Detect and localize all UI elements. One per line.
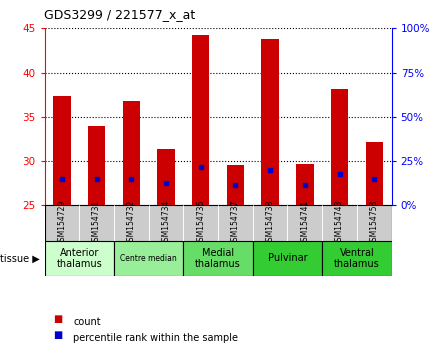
Text: Ventral
thalamus: Ventral thalamus	[334, 247, 380, 269]
Bar	[123, 101, 140, 205]
Bar	[114, 205, 149, 241]
Text: GDS3299 / 221577_x_at: GDS3299 / 221577_x_at	[44, 8, 196, 21]
Text: Medial
thalamus: Medial thalamus	[195, 247, 241, 269]
Text: count: count	[73, 317, 101, 327]
Bar	[322, 241, 392, 276]
Text: GSM154741: GSM154741	[300, 200, 309, 246]
Text: GSM154731: GSM154731	[92, 200, 101, 246]
Bar	[253, 241, 322, 276]
Bar	[262, 39, 279, 205]
Text: percentile rank within the sample: percentile rank within the sample	[73, 333, 239, 343]
Bar	[192, 35, 210, 205]
Bar	[158, 149, 175, 205]
Bar	[287, 205, 322, 241]
Bar	[183, 205, 218, 241]
Bar	[296, 164, 314, 205]
Bar	[366, 142, 383, 205]
Bar	[114, 241, 183, 276]
Text: Anterior
thalamus: Anterior thalamus	[57, 247, 102, 269]
Text: GSM154729: GSM154729	[57, 200, 66, 246]
Bar	[331, 89, 348, 205]
Bar	[322, 205, 357, 241]
Text: GSM154753: GSM154753	[370, 200, 379, 246]
Text: Pulvinar: Pulvinar	[267, 253, 307, 263]
Text: GSM154736: GSM154736	[196, 200, 205, 246]
Text: ■: ■	[53, 330, 63, 340]
Text: GSM154734: GSM154734	[162, 200, 170, 246]
Text: ■: ■	[53, 314, 63, 324]
Bar	[44, 205, 79, 241]
Text: GSM154737: GSM154737	[231, 200, 240, 246]
Text: tissue ▶: tissue ▶	[0, 253, 40, 263]
Bar	[218, 205, 253, 241]
Bar	[183, 241, 253, 276]
Text: GSM154732: GSM154732	[127, 200, 136, 246]
Text: GSM154738: GSM154738	[266, 200, 275, 246]
Bar	[227, 166, 244, 205]
Bar	[88, 126, 105, 205]
Bar	[53, 97, 70, 205]
Bar	[79, 205, 114, 241]
Text: Centre median: Centre median	[120, 254, 177, 263]
Bar	[253, 205, 287, 241]
Bar	[149, 205, 183, 241]
Bar	[357, 205, 392, 241]
Text: GSM154748: GSM154748	[335, 200, 344, 246]
Bar	[44, 241, 114, 276]
